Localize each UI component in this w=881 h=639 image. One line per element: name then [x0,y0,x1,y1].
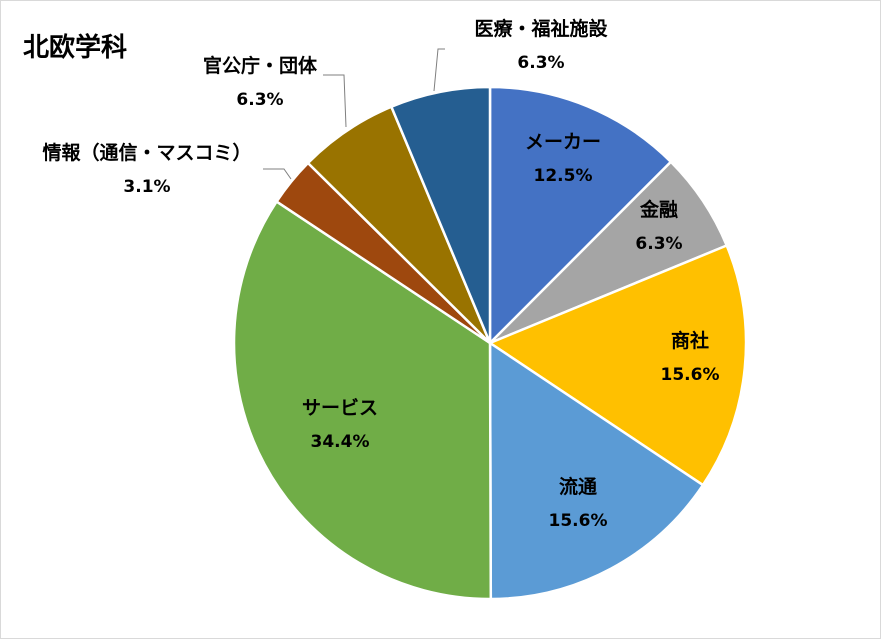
leader-line-7 [433,48,445,92]
slice-label-1: 金融 [639,198,678,221]
slice-percent-6: 6.3% [236,90,283,110]
leader-line-6 [323,74,347,128]
chart-title: 北欧学科 [23,33,128,63]
pie-slice-4 [232,200,493,601]
pie-slice-7 [390,85,492,345]
slice-label-5: 情報（通信・マスコミ） [42,141,251,164]
slice-label-7: 医療・福祉施設 [474,17,608,40]
slice-percent-1: 6.3% [635,234,682,254]
slice-percent-0: 12.5% [534,166,593,186]
pie-slice-2 [488,244,748,487]
leader-line-5 [263,168,292,180]
slice-percent-2: 15.6% [661,365,720,385]
slice-percent-3: 15.6% [549,511,608,531]
pie-slice-3 [488,341,705,601]
slice-percent-4: 34.4% [311,432,370,452]
slice-percent-5: 3.1% [123,177,170,197]
slice-label-6: 官公庁・団体 [203,54,318,77]
slice-label-2: 商社 [671,329,709,352]
pie-slice-0 [488,85,673,345]
slice-label-0: メーカー [525,131,601,153]
slice-label-4: サービス [302,397,378,419]
slice-percent-7: 6.3% [517,53,564,73]
slice-label-3: 流通 [559,475,598,498]
